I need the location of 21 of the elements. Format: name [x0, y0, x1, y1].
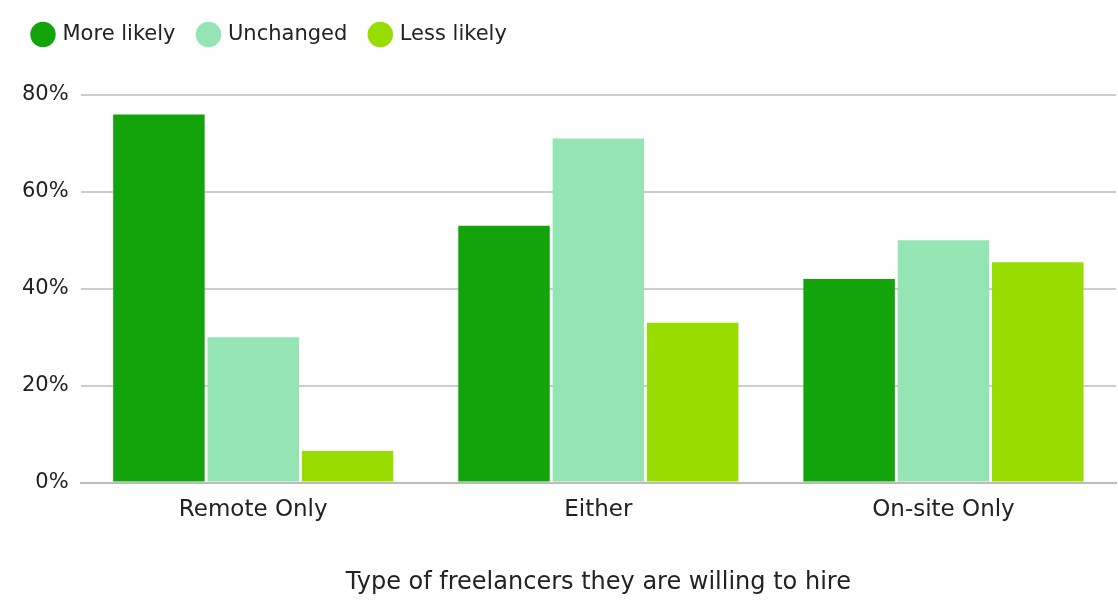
y-tick-label: 80%: [21, 81, 69, 106]
x-tick-label: Remote Only: [178, 495, 328, 522]
x-axis-title: Type of freelancers they are willing to hire: [344, 566, 851, 595]
y-tick-label: 20%: [21, 372, 69, 397]
bar: [301, 451, 394, 482]
y-tick-label: 40%: [21, 275, 69, 300]
legend-label: More likely: [62, 20, 176, 45]
bar: [458, 225, 550, 482]
bar: [552, 138, 645, 482]
legend-label: Unchanged: [228, 20, 348, 45]
bar: [897, 240, 990, 482]
bar: [207, 337, 299, 482]
legend-label: Less likely: [399, 20, 507, 45]
x-tick-label: Either: [564, 495, 633, 522]
x-tick-label: On-site Only: [872, 495, 1015, 522]
bar: [646, 322, 739, 482]
bar: [113, 114, 205, 482]
bar: [803, 279, 895, 482]
y-tick-label: 60%: [21, 178, 69, 203]
y-tick-label: 0%: [35, 469, 69, 494]
bar: [992, 262, 1084, 482]
